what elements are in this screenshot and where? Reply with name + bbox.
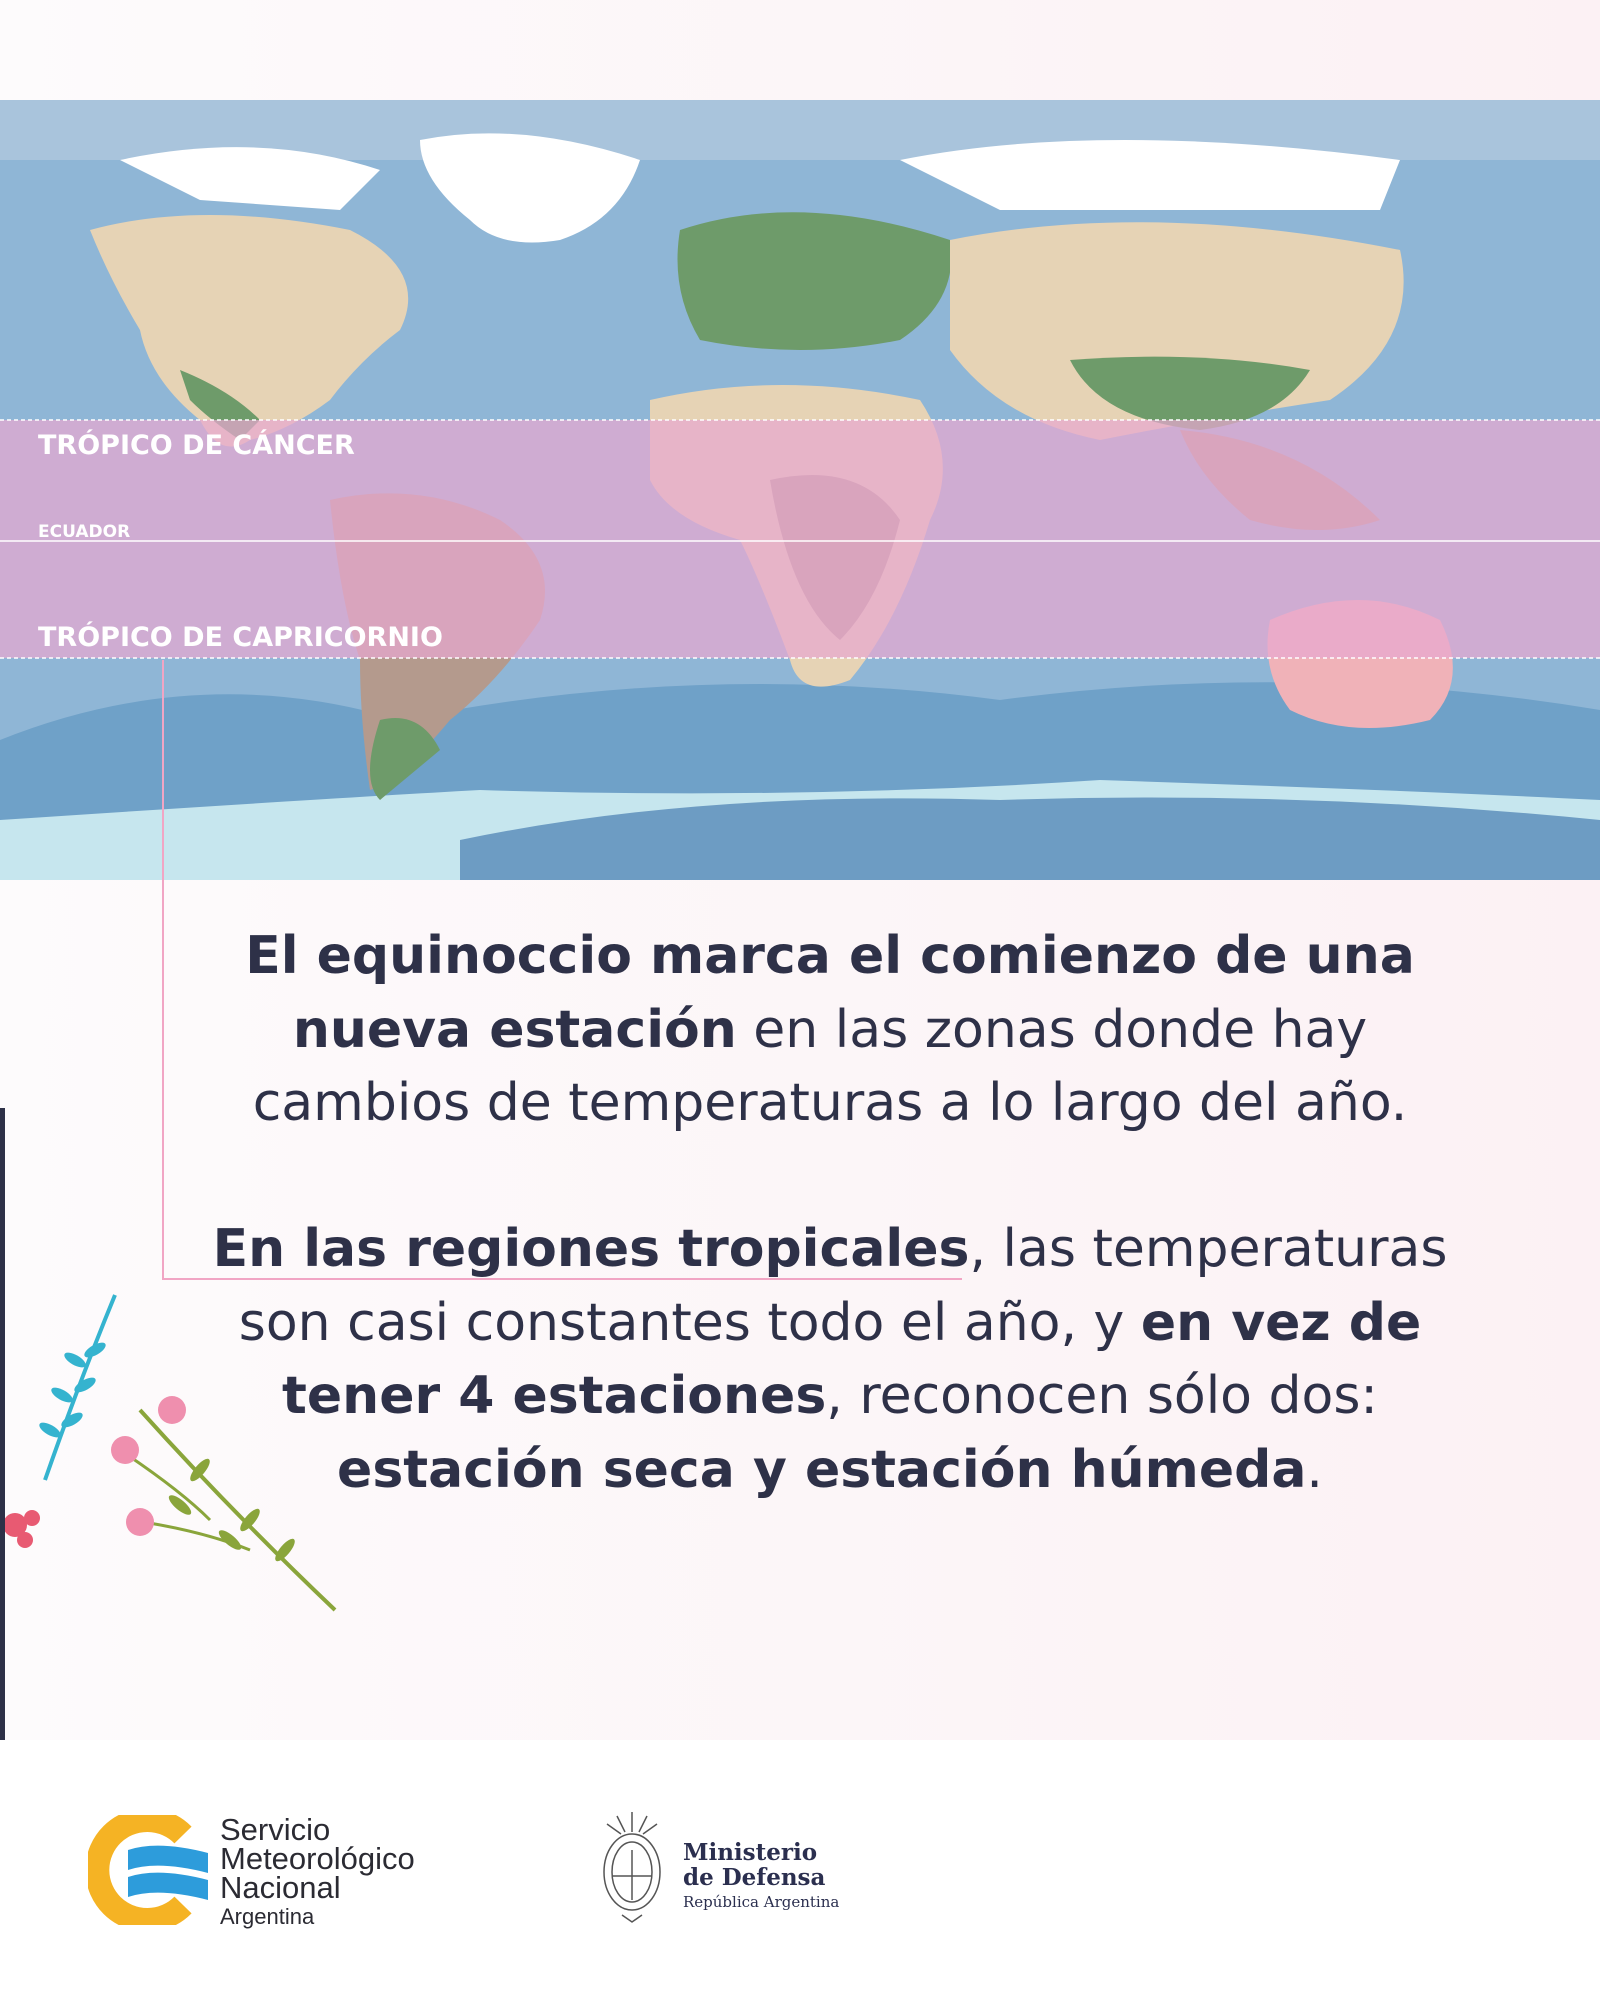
ministerio-defensa-logo-text: Ministerio de Defensa República Argentin… bbox=[683, 1839, 840, 1911]
left-edge-bar bbox=[0, 1108, 5, 1999]
connector-line bbox=[162, 660, 962, 1280]
paragraph-tropics: En las regiones tropicales, las temperat… bbox=[160, 1213, 1500, 1507]
text-line: cambios de temperaturas a lo largo del a… bbox=[252, 1073, 1408, 1133]
footer bbox=[0, 1740, 1600, 1999]
equator-label: ECUADOR bbox=[38, 522, 131, 542]
flowers-decoration bbox=[3, 1294, 337, 1612]
coat-of-arms-icon bbox=[603, 1812, 661, 1923]
tropic-of-cancer-label: TRÓPICO DE CÁNCER bbox=[38, 430, 355, 461]
world-map bbox=[0, 100, 1600, 880]
smn-logo-icon bbox=[88, 1815, 208, 1925]
text-line: estación seca y estación húmeda. bbox=[337, 1439, 1323, 1500]
text-line: En las regiones tropicales, las temperat… bbox=[212, 1219, 1448, 1279]
text-line: nueva estación en las zonas donde hay bbox=[292, 999, 1368, 1060]
smn-logo-text: Servicio Meteorológico Nacional Argentin… bbox=[220, 1812, 415, 1929]
paragraph-equinox: El equinoccio marca el comienzo de una n… bbox=[160, 920, 1500, 1141]
tropic-of-capricorn-label: TRÓPICO DE CAPRICORNIO bbox=[38, 622, 443, 653]
text-line: El equinoccio marca el comienzo de una bbox=[245, 926, 1415, 986]
text-line: son casi constantes todo el año, y en ve… bbox=[238, 1292, 1422, 1353]
text-line: tener 4 estaciones, reconocen sólo dos: bbox=[282, 1366, 1378, 1426]
